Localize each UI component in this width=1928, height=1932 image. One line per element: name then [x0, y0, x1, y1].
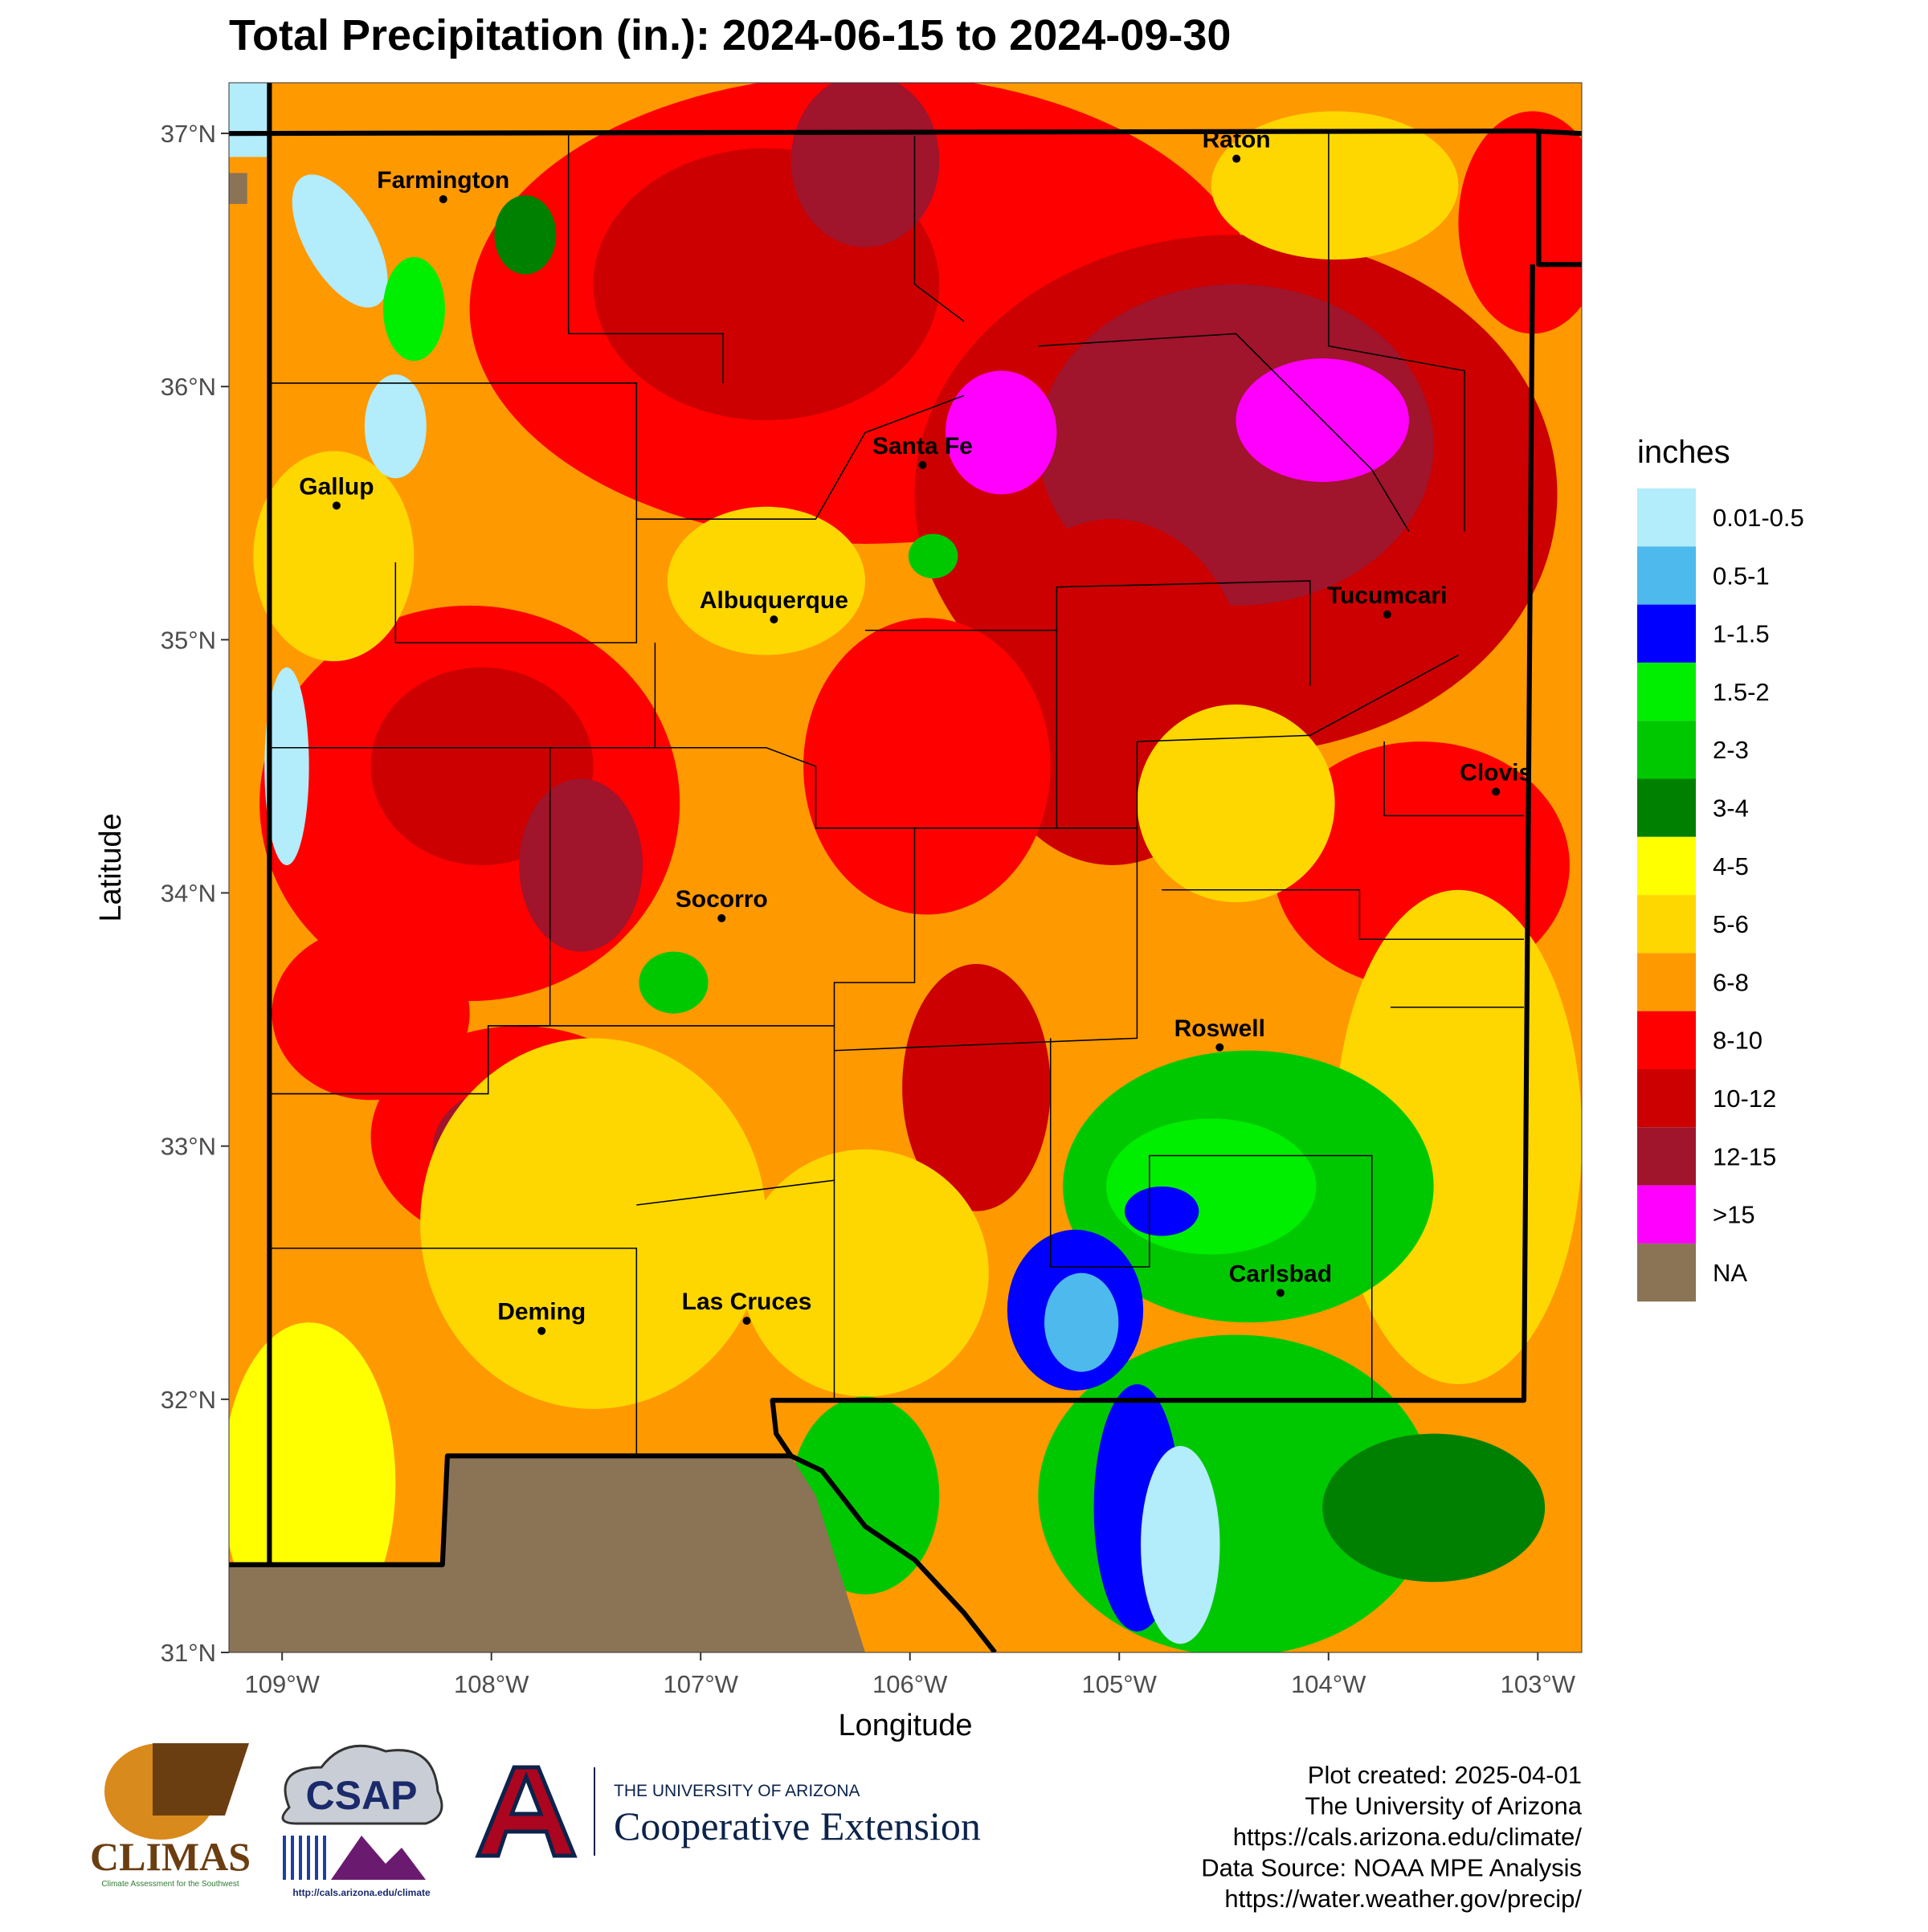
climas-logo-text: CLIMAS [90, 1834, 251, 1879]
legend-swatch [1637, 1243, 1696, 1302]
climas-logo-wing [153, 1743, 249, 1816]
city-dot [918, 460, 927, 469]
legend-label: 0.01-0.5 [1713, 504, 1804, 532]
legend-label: 2-3 [1713, 736, 1749, 764]
chart-title: Total Precipitation (in.): 2024-06-15 to… [229, 11, 1231, 59]
city-label: Gallup [299, 473, 374, 500]
x-tick-label: 103°W [1501, 1670, 1576, 1698]
ua-line1: THE UNIVERSITY OF ARIZONA [614, 1782, 860, 1800]
legend-label: 0.5-1 [1713, 562, 1770, 590]
legend-swatch [1637, 953, 1696, 1011]
city-dot [1232, 154, 1241, 163]
legend-label: 6-8 [1713, 968, 1749, 996]
footer-line: https://water.weather.gov/precip/ [1224, 1885, 1582, 1913]
legend-swatch [1637, 1069, 1696, 1128]
legend-swatch [1637, 1127, 1696, 1186]
legend-swatch [1637, 662, 1696, 721]
city-label: Albuquerque [700, 587, 848, 614]
y-tick-label: 35°N [161, 626, 216, 654]
city-dot [717, 914, 726, 923]
city-label: Farmington [377, 167, 509, 194]
city-dot [439, 194, 447, 203]
legend-swatch [1637, 836, 1696, 896]
x-tick-label: 108°W [454, 1670, 529, 1698]
x-tick-label: 109°W [244, 1670, 320, 1698]
legend-label: 12-15 [1713, 1142, 1776, 1170]
city-label: Santa Fe [872, 433, 973, 460]
y-axis-label: Latitude [94, 813, 128, 921]
legend-label: NA [1713, 1259, 1747, 1287]
plot-frame [228, 82, 1583, 1653]
city-label: Carlsbad [1229, 1260, 1332, 1287]
city-dot [1215, 1043, 1224, 1052]
legend-swatch [1637, 778, 1696, 837]
x-tick-label: 106°W [872, 1670, 948, 1698]
legend-swatch [1637, 1185, 1696, 1244]
city-label: Roswell [1174, 1015, 1265, 1042]
city-label: Las Cruces [682, 1289, 812, 1315]
legend-label: 8-10 [1713, 1027, 1763, 1055]
x-tick-label: 105°W [1082, 1670, 1158, 1698]
legend-label: 4-5 [1713, 852, 1749, 880]
csap-mountain [331, 1836, 426, 1880]
city-dot [1276, 1289, 1285, 1297]
city-label: Raton [1203, 127, 1271, 153]
csap-stripe [299, 1836, 302, 1880]
city-dot [1383, 610, 1391, 619]
y-tick-label: 32°N [161, 1386, 216, 1414]
legend-label: 1-1.5 [1713, 620, 1770, 648]
city-label: Socorro [676, 886, 768, 913]
y-tick-label: 34°N [161, 880, 216, 908]
legend-swatch [1637, 895, 1696, 954]
csap-url: http://cals.arizona.edu/climate [292, 1887, 431, 1898]
precip-raster [229, 83, 1582, 1652]
ua-logo-a-shape [475, 1765, 578, 1858]
y-tick-label: 31°N [161, 1639, 216, 1667]
csap-stripe [283, 1836, 286, 1880]
footer-line: The University of Arizona [1305, 1792, 1582, 1820]
csap-stripe [307, 1836, 310, 1880]
legend-label: >15 [1713, 1201, 1755, 1229]
ua-line2: Cooperative Extension [614, 1803, 981, 1848]
legend-label: 10-12 [1713, 1084, 1776, 1113]
csap-stripe [323, 1836, 326, 1880]
legend-swatch [1637, 488, 1696, 547]
x-axis-label: Longitude [839, 1709, 973, 1742]
legend-label: 3-4 [1713, 794, 1749, 823]
footer-line: Plot created: 2025-04-01 [1308, 1761, 1582, 1789]
x-tick-label: 104°W [1291, 1670, 1366, 1698]
city-label: Deming [497, 1299, 586, 1325]
legend-label: 5-6 [1713, 910, 1749, 938]
csap-stripe [291, 1836, 294, 1880]
y-tick-label: 36°N [161, 373, 216, 401]
climas-logo-sub: Climate Assessment for the Southwest [101, 1880, 239, 1889]
legend-swatch [1637, 721, 1696, 779]
y-tick-label: 33°N [161, 1133, 216, 1161]
footer-line: https://cals.arizona.edu/climate/ [1233, 1823, 1583, 1851]
footer-line: Data Source: NOAA MPE Analysis [1201, 1854, 1582, 1882]
legend-label: 1.5-2 [1713, 678, 1770, 706]
city-dot [332, 501, 341, 510]
city-label: Clovis [1460, 759, 1532, 786]
city-dot [770, 615, 778, 624]
city-label: Tucumcari [1327, 582, 1448, 609]
city-dot [537, 1326, 546, 1335]
legend-title: inches [1637, 435, 1730, 470]
csap-text: CSAP [306, 1773, 418, 1818]
legend-swatch [1637, 546, 1696, 605]
csap-stripe [315, 1836, 318, 1880]
legend-swatch [1637, 1011, 1696, 1069]
csap-cloud [281, 1744, 443, 1825]
x-tick-label: 107°W [664, 1670, 739, 1698]
city-dot [1492, 787, 1501, 796]
legend-swatch [1637, 604, 1696, 663]
y-tick-label: 37°N [161, 120, 216, 148]
city-dot [742, 1317, 751, 1325]
